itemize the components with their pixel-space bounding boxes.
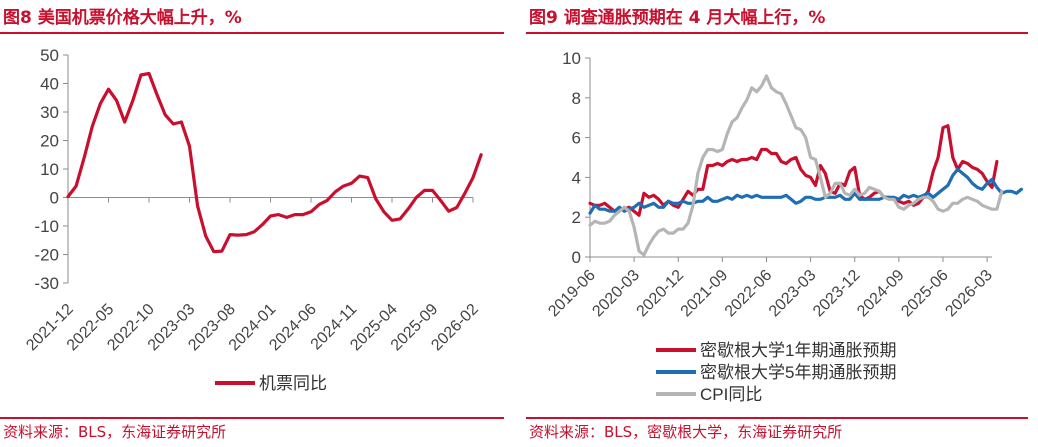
- title-divider: [0, 32, 504, 34]
- x-tick-label: 2024-09: [854, 267, 908, 321]
- x-tick-label: 2021-09: [678, 267, 732, 321]
- y-tick-label: 2: [572, 208, 581, 227]
- y-tick-label: 40: [40, 75, 59, 94]
- y-tick-label: 0: [572, 248, 581, 267]
- chart-title: 图9 调查通胀预期在 4 月大幅上行，%: [529, 8, 826, 28]
- series-line-3: [588, 74, 1004, 257]
- x-tick-label: 2022-06: [722, 267, 776, 321]
- x-tick-label: 2025-06: [898, 267, 952, 321]
- series-line-2: [588, 167, 1023, 215]
- x-tick-label: 2023-12: [810, 267, 864, 321]
- y-tick-label: 4: [572, 168, 581, 187]
- x-tick-label: 2026-03: [942, 267, 996, 321]
- x-tick-label: 2023-03: [766, 267, 820, 321]
- legend-label-3: CPI同比: [700, 385, 762, 404]
- y-tick-label: -30: [34, 274, 59, 293]
- y-tick-label: -10: [34, 217, 59, 236]
- x-tick-label: 2019-06: [545, 267, 599, 321]
- inflation-expectations-chart: 0 2 4 6 8 10 2019-062020-032020-122021-092022-…: [545, 49, 1023, 404]
- series-line-1: [588, 124, 999, 217]
- source-divider: [526, 417, 1028, 419]
- legend-label-1: 机票同比: [259, 374, 327, 393]
- chart-source: 资料来源：BLS，东海证券研究所: [3, 423, 227, 441]
- y-tick-label: 6: [572, 129, 581, 148]
- chart-panel-airfare: 图8 美国机票价格大幅上升，% -30 -20 -10 0 10 20 30 40 50 2021…: [0, 0, 510, 447]
- series-line-1: [66, 71, 483, 254]
- x-tick-label: 2020-03: [589, 267, 643, 321]
- y-tick-label: 20: [40, 132, 59, 151]
- y-tick-label: 10: [40, 160, 59, 179]
- chart-panel-inflation-expectations: 图9 调查通胀预期在 4 月大幅上行，% 0 2 4 6 8 10 2019-06 2020-…: [526, 0, 1038, 447]
- airfare-chart: -30-20-10010203040502021-122022-052022-1…: [23, 46, 483, 393]
- legend-label-1: 密歇根大学1年期通胀预期: [700, 341, 896, 360]
- y-tick-label: 10: [562, 49, 581, 68]
- chart-source: 资料来源：BLS，密歇根大学，东海证券研究所: [529, 423, 843, 441]
- source-divider: [0, 417, 504, 419]
- legend-label-2: 密歇根大学5年期通胀预期: [700, 363, 896, 382]
- x-tick-label: 2020-12: [634, 267, 688, 321]
- y-tick-label: -20: [34, 246, 59, 265]
- y-tick-label: 0: [50, 189, 59, 208]
- y-tick-label: 50: [40, 46, 59, 65]
- y-tick-label: 8: [572, 89, 581, 108]
- y-tick-label: 30: [40, 103, 59, 122]
- title-divider: [526, 32, 1028, 34]
- chart-title: 图8 美国机票价格大幅上升，%: [3, 8, 242, 28]
